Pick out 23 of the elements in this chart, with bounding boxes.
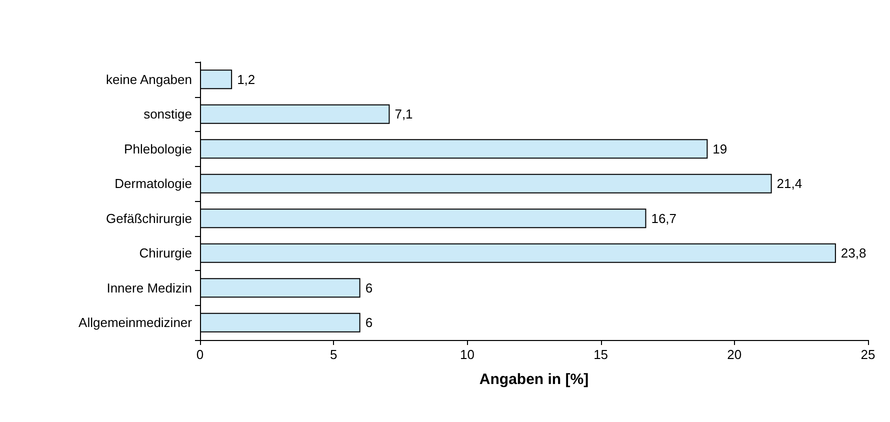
y-tick-label: Allgemeinmediziner bbox=[78, 315, 193, 330]
data-label: 23,8 bbox=[840, 246, 866, 261]
y-tick-label: Innere Medizin bbox=[106, 280, 192, 296]
y-tick-label: keine Angaben bbox=[106, 72, 192, 87]
data-label: 19 bbox=[712, 141, 728, 156]
x-axis-title: Angaben in [%] bbox=[479, 371, 589, 388]
data-label: 6 bbox=[365, 315, 373, 330]
x-tick-label: 20 bbox=[727, 347, 742, 362]
x-tick-label: 15 bbox=[594, 347, 608, 362]
x-tick-label: 0 bbox=[196, 347, 204, 362]
data-label: 1,2 bbox=[237, 72, 256, 87]
data-label: 16,7 bbox=[651, 210, 677, 226]
y-tick-label: Chirurgie bbox=[139, 246, 192, 261]
x-tick-label: 10 bbox=[460, 347, 474, 362]
x-tick-label: 5 bbox=[330, 347, 338, 362]
data-label: 6 bbox=[365, 280, 373, 296]
y-tick-label: Phlebologie bbox=[124, 141, 192, 156]
data-label: 7,1 bbox=[394, 106, 413, 122]
data-label: 21,4 bbox=[776, 176, 802, 192]
y-tick-label: Dermatologie bbox=[114, 176, 192, 192]
y-tick-label: sonstige bbox=[144, 106, 192, 122]
y-tick-label: Gefäßchirurgie bbox=[106, 210, 192, 226]
x-tick-label: 25 bbox=[860, 347, 876, 362]
